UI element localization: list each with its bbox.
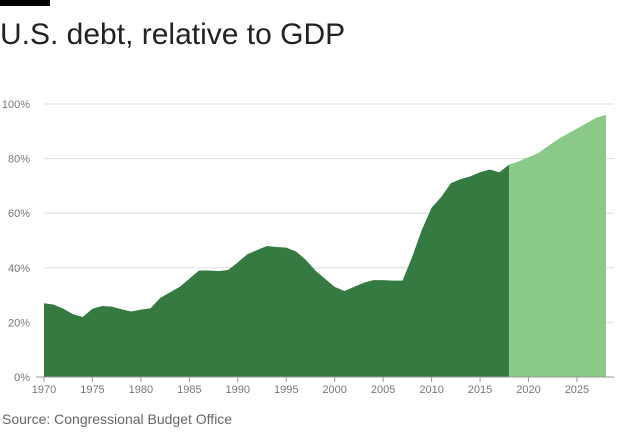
area-projected (509, 114, 606, 378)
source-note: Source: Congressional Budget Office (2, 411, 233, 427)
x-tick-label: 2015 (468, 384, 492, 396)
x-tick-label: 2010 (419, 384, 443, 396)
debt-area-chart: 0% 20% 40% 60% 80% 100% 1970 1975 1980 1985 1990 19… (2, 99, 614, 396)
y-tick-label: 100% (2, 99, 30, 111)
y-tick-label: 20% (8, 317, 30, 329)
y-tick-label: 40% (8, 263, 30, 275)
x-tick-label: 1985 (177, 384, 201, 396)
y-tick-label: 80% (8, 154, 30, 166)
tick-labels: 0% 20% 40% 60% 80% 100% 1970 1975 1980 1985 1990 19… (2, 99, 589, 396)
x-tick-label: 2005 (371, 384, 395, 396)
x-tick-label: 1995 (274, 384, 298, 396)
x-tick-label: 1975 (80, 384, 104, 396)
y-tick-label: 60% (8, 208, 30, 220)
x-tick-label: 2020 (516, 384, 540, 396)
x-tick-label: 2025 (565, 384, 589, 396)
x-tick-label: 1980 (129, 384, 153, 396)
axes (36, 376, 614, 382)
y-tick-label: 0% (14, 372, 30, 384)
x-tick-label: 1970 (32, 384, 56, 396)
area-series (44, 114, 606, 378)
x-tick-label: 2000 (322, 384, 346, 396)
x-tick-label: 1990 (226, 384, 250, 396)
area-actual (44, 164, 510, 377)
chart-title: U.S. debt, relative to GDP (0, 18, 346, 51)
top-accent-bar (0, 0, 50, 6)
